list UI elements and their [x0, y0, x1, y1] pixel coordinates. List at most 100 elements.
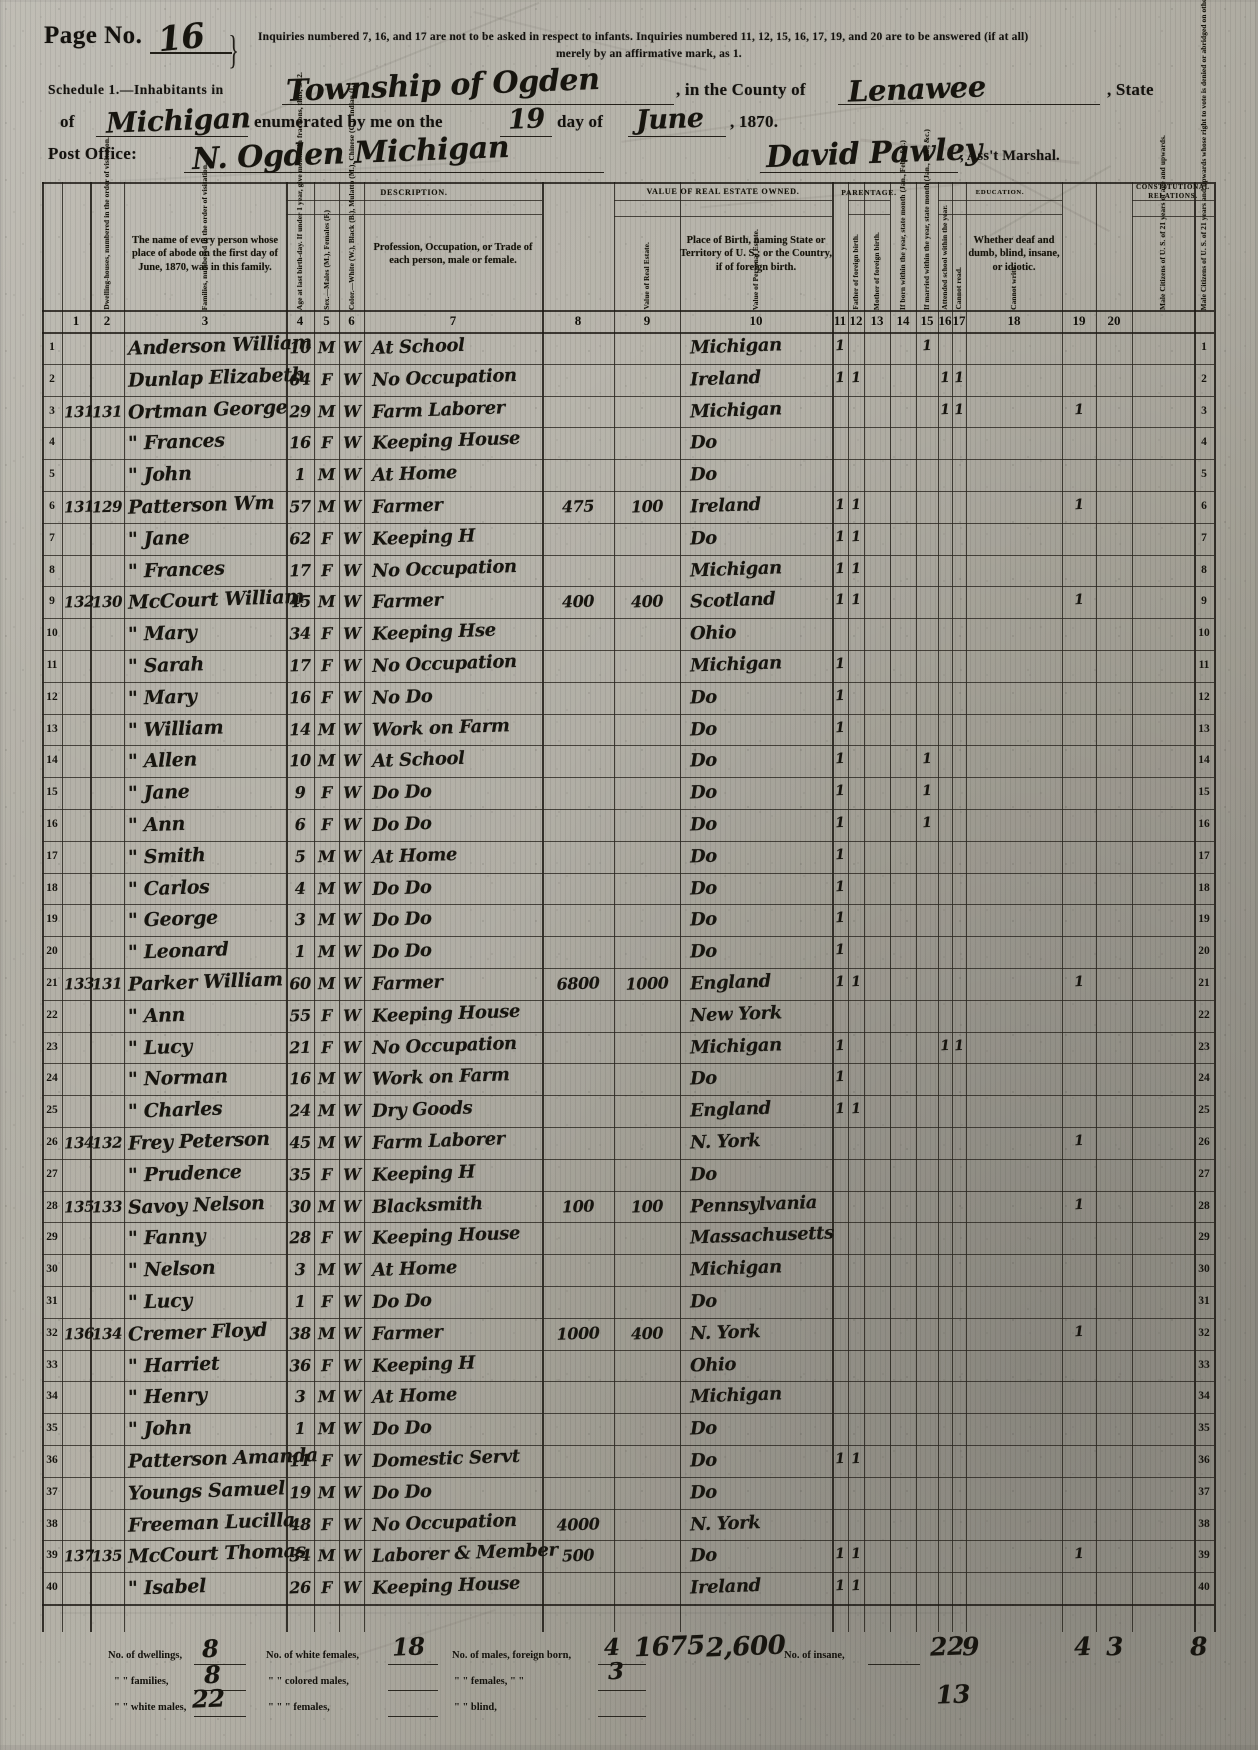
grid-hline [1132, 200, 1214, 201]
grid-hline [42, 618, 1214, 620]
row-number: 23 [46, 1040, 58, 1053]
col-number-10: 10 [749, 313, 763, 328]
row-number: 2 [49, 372, 55, 385]
row-number: 5 [49, 468, 55, 481]
table-gridlines [42, 182, 1216, 1632]
row-number: 33 [46, 1358, 58, 1371]
row-number: 19 [1198, 913, 1210, 926]
grid-vline [42, 182, 44, 1632]
grid-hline [42, 650, 1214, 651]
row-number: 14 [1198, 754, 1210, 767]
grid-hline [42, 840, 1214, 842]
grid-hline [42, 968, 1214, 969]
instruction-line-1: Inquiries numbered 7, 16, and 17 are not… [258, 31, 1029, 43]
grid-hline [42, 1031, 1214, 1033]
footer-white-females2-label: " " " females, [268, 1702, 330, 1713]
footer-white-females-label: No. of white females, [266, 1650, 360, 1661]
grid-hline [42, 491, 1214, 492]
row-number: 36 [46, 1454, 58, 1466]
row-number: 15 [1198, 786, 1210, 799]
row-number: 24 [46, 1072, 58, 1085]
row-number: 2 [1201, 372, 1207, 385]
schedule-text: Schedule 1.—Inhabitants in [48, 82, 224, 97]
grid-hline [42, 1286, 1214, 1287]
col-number-8: 8 [574, 313, 582, 328]
grid-hline [42, 310, 1214, 312]
grid-hline [42, 1445, 1214, 1446]
grid-hline [42, 395, 1214, 397]
row-number: 31 [1198, 1295, 1210, 1307]
row-number: 13 [1198, 722, 1210, 735]
grid-hline [42, 1476, 1214, 1478]
grid-hline [42, 745, 1214, 747]
row-number: 40 [46, 1581, 58, 1594]
col-number-1: 1 [72, 313, 80, 328]
grid-vline [1132, 182, 1133, 1632]
footer-males-foreign-label: No. of males, foreign born, [452, 1650, 572, 1661]
row-number: 7 [49, 531, 55, 544]
col-number-14: 14 [896, 313, 910, 328]
grid-vline [848, 182, 849, 1632]
row-number: 10 [46, 627, 58, 640]
col-number-11: 11 [833, 313, 847, 328]
grid-vline [62, 182, 63, 1632]
row-number: 28 [1198, 1199, 1210, 1212]
grid-hline [42, 1063, 1214, 1065]
col-number-3: 3 [201, 313, 209, 328]
row-number: 1 [49, 341, 55, 353]
day-of-label: day of [557, 112, 604, 131]
footer-families-label: " " families, [114, 1676, 169, 1687]
grid-hline [42, 332, 1214, 334]
row-number: 1 [1201, 341, 1207, 353]
grid-hline [42, 1158, 1214, 1160]
grid-hline [42, 586, 1214, 588]
row-number: 5 [1201, 468, 1207, 481]
footer-white-males-label: " " white males, [114, 1702, 187, 1713]
col-number-6: 6 [348, 313, 355, 328]
row-number: 13 [46, 722, 58, 735]
row-number: 8 [49, 563, 55, 576]
row-number: 15 [46, 786, 58, 799]
row-number: 37 [46, 1485, 58, 1498]
grid-hline [42, 522, 1214, 524]
col-header-group_parentage: PARENTAGE. [841, 188, 897, 198]
row-number: 30 [46, 1263, 58, 1276]
row-number: 39 [1198, 1549, 1210, 1562]
pen-scratch [60, 1612, 960, 1614]
row-number: 18 [1198, 881, 1210, 894]
col-header-group_constitutional: CONSTITUTIONAL RELATIONS. [1136, 183, 1210, 200]
grid-hline [42, 872, 1214, 874]
row-number: 35 [46, 1422, 58, 1435]
col-number-7: 7 [449, 313, 457, 328]
grid-vline [1096, 182, 1097, 1632]
schedule-label: Schedule 1.—Inhabitants in [48, 78, 224, 99]
grid-hline [42, 1540, 1214, 1542]
grid-vline [1214, 182, 1216, 1632]
row-number: 17 [1198, 849, 1210, 862]
row-number: 34 [1198, 1390, 1210, 1403]
row-number: 23 [1198, 1040, 1210, 1053]
grid-hline [42, 1254, 1214, 1256]
grid-vline [966, 182, 967, 1632]
row-number: 26 [1198, 1136, 1210, 1148]
row-number: 25 [1198, 1104, 1210, 1117]
col-header-c7: Profession, Occupation, or Trade of each… [373, 241, 533, 266]
col-header-c10: Place of Birth, naming State or Territor… [680, 234, 832, 273]
row-number: 29 [46, 1231, 58, 1244]
row-number: 20 [1198, 945, 1210, 958]
row-number: 27 [46, 1167, 58, 1180]
grid-vline [286, 182, 288, 1632]
col-header-c3: The name of every person whose place of … [131, 234, 279, 273]
grid-hline [42, 681, 1214, 683]
row-number: 18 [46, 881, 58, 894]
col-header-group_description: DESCRIPTION. [380, 187, 448, 197]
footer-insane-label: No. of insane, [784, 1650, 845, 1661]
col-header-c18: Whether deaf and dumb, blind, insane, or… [968, 234, 1060, 273]
year-label: , 1870. [730, 112, 779, 131]
row-number: 4 [49, 436, 55, 449]
row-number: 11 [1198, 659, 1210, 671]
grid-hline [42, 1127, 1214, 1128]
